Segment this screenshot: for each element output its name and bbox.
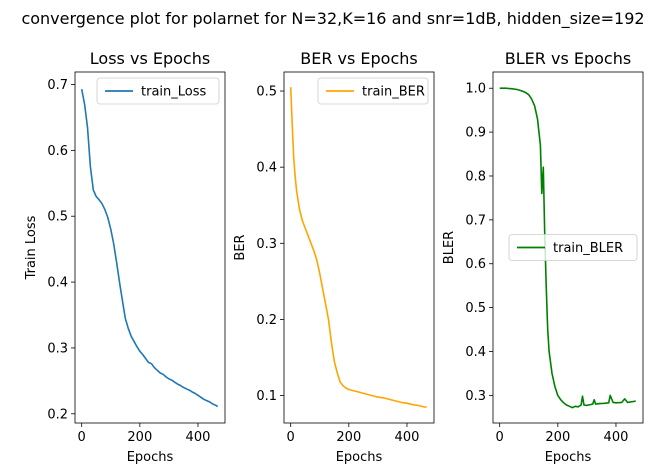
y-tick-label: 0.6 bbox=[465, 257, 486, 272]
plot-title: Loss vs Epochs bbox=[90, 49, 210, 68]
y-tick-label: 0.4 bbox=[47, 276, 68, 291]
subplot-1: Loss vs Epochs 0 200 400 0.2 0.3 0.4 0.5 0.6 0.7 E… bbox=[24, 49, 226, 465]
y-tick-label: 0.7 bbox=[465, 213, 486, 228]
y-tick-label: 0.8 bbox=[465, 169, 486, 184]
x-tick-label: 200 bbox=[336, 430, 361, 445]
legend-box bbox=[96, 77, 220, 105]
y-tick-label: 0.7 bbox=[47, 78, 68, 93]
y-tick-label: 0.2 bbox=[256, 313, 277, 328]
y-axis-label: Train Loss bbox=[24, 215, 39, 280]
legend: train_Loss bbox=[96, 77, 220, 105]
y-tick-label: 0.5 bbox=[256, 85, 277, 100]
x-axis-label: Epochs bbox=[127, 450, 174, 465]
y-tick-label: 1.0 bbox=[465, 82, 486, 97]
x-tick-label: 400 bbox=[395, 430, 420, 445]
plot-title: BLER vs Epochs bbox=[505, 49, 631, 68]
axes-frame bbox=[492, 71, 644, 424]
x-tick-label: 0 bbox=[78, 430, 86, 445]
subplot-3: BLER vs Epochs 0 200 400 0.3 0.4 0.5 0.6 0.7 0.8 0… bbox=[442, 49, 644, 465]
plot-title: BER vs Epochs bbox=[300, 49, 418, 68]
y-tick-label: 0.3 bbox=[465, 389, 486, 404]
series-line-train_BLER bbox=[499, 87, 636, 409]
y-tick-label: 0.1 bbox=[256, 389, 277, 404]
y-tick-label: 0.9 bbox=[465, 126, 486, 141]
legend-box bbox=[508, 234, 638, 261]
y-axis-label: BLER bbox=[442, 231, 457, 264]
y-axis-label: BER bbox=[233, 234, 248, 260]
x-tick-label: 400 bbox=[604, 430, 629, 445]
legend-box bbox=[317, 77, 429, 105]
subplot-2: BER vs Epochs 0 200 400 0.1 0.2 0.3 0.4 0.5 Epoch… bbox=[233, 49, 435, 465]
figure-suptitle: convergence plot for polarnet for N=32,K… bbox=[21, 9, 644, 29]
legend-label: train_BER bbox=[362, 85, 425, 100]
x-tick-label: 200 bbox=[127, 430, 152, 445]
x-axis-label: Epochs bbox=[336, 450, 383, 465]
y-tick-label: 0.4 bbox=[465, 345, 486, 360]
y-tick-label: 0.3 bbox=[47, 341, 68, 356]
legend-label: train_Loss bbox=[141, 85, 207, 100]
y-tick-label: 0.5 bbox=[465, 301, 486, 316]
x-tick-label: 0 bbox=[496, 430, 504, 445]
legend: train_BLER bbox=[508, 234, 638, 261]
y-tick-label: 0.5 bbox=[47, 210, 68, 225]
legend-label: train_BLER bbox=[553, 241, 623, 256]
series-line-train_BER bbox=[289, 87, 427, 408]
y-tick-label: 0.3 bbox=[256, 237, 277, 252]
y-tick-label: 0.2 bbox=[47, 407, 68, 422]
x-tick-label: 200 bbox=[545, 430, 570, 445]
x-axis-label: Epochs bbox=[545, 450, 592, 465]
y-tick-label: 0.6 bbox=[47, 144, 68, 159]
axes-frame bbox=[283, 71, 435, 424]
x-tick-label: 0 bbox=[287, 430, 295, 445]
y-tick-label: 0.4 bbox=[256, 161, 277, 176]
axes-frame bbox=[74, 71, 226, 424]
x-tick-label: 400 bbox=[186, 430, 211, 445]
series-line-train_Loss bbox=[80, 88, 219, 408]
legend: train_BER bbox=[317, 77, 429, 105]
